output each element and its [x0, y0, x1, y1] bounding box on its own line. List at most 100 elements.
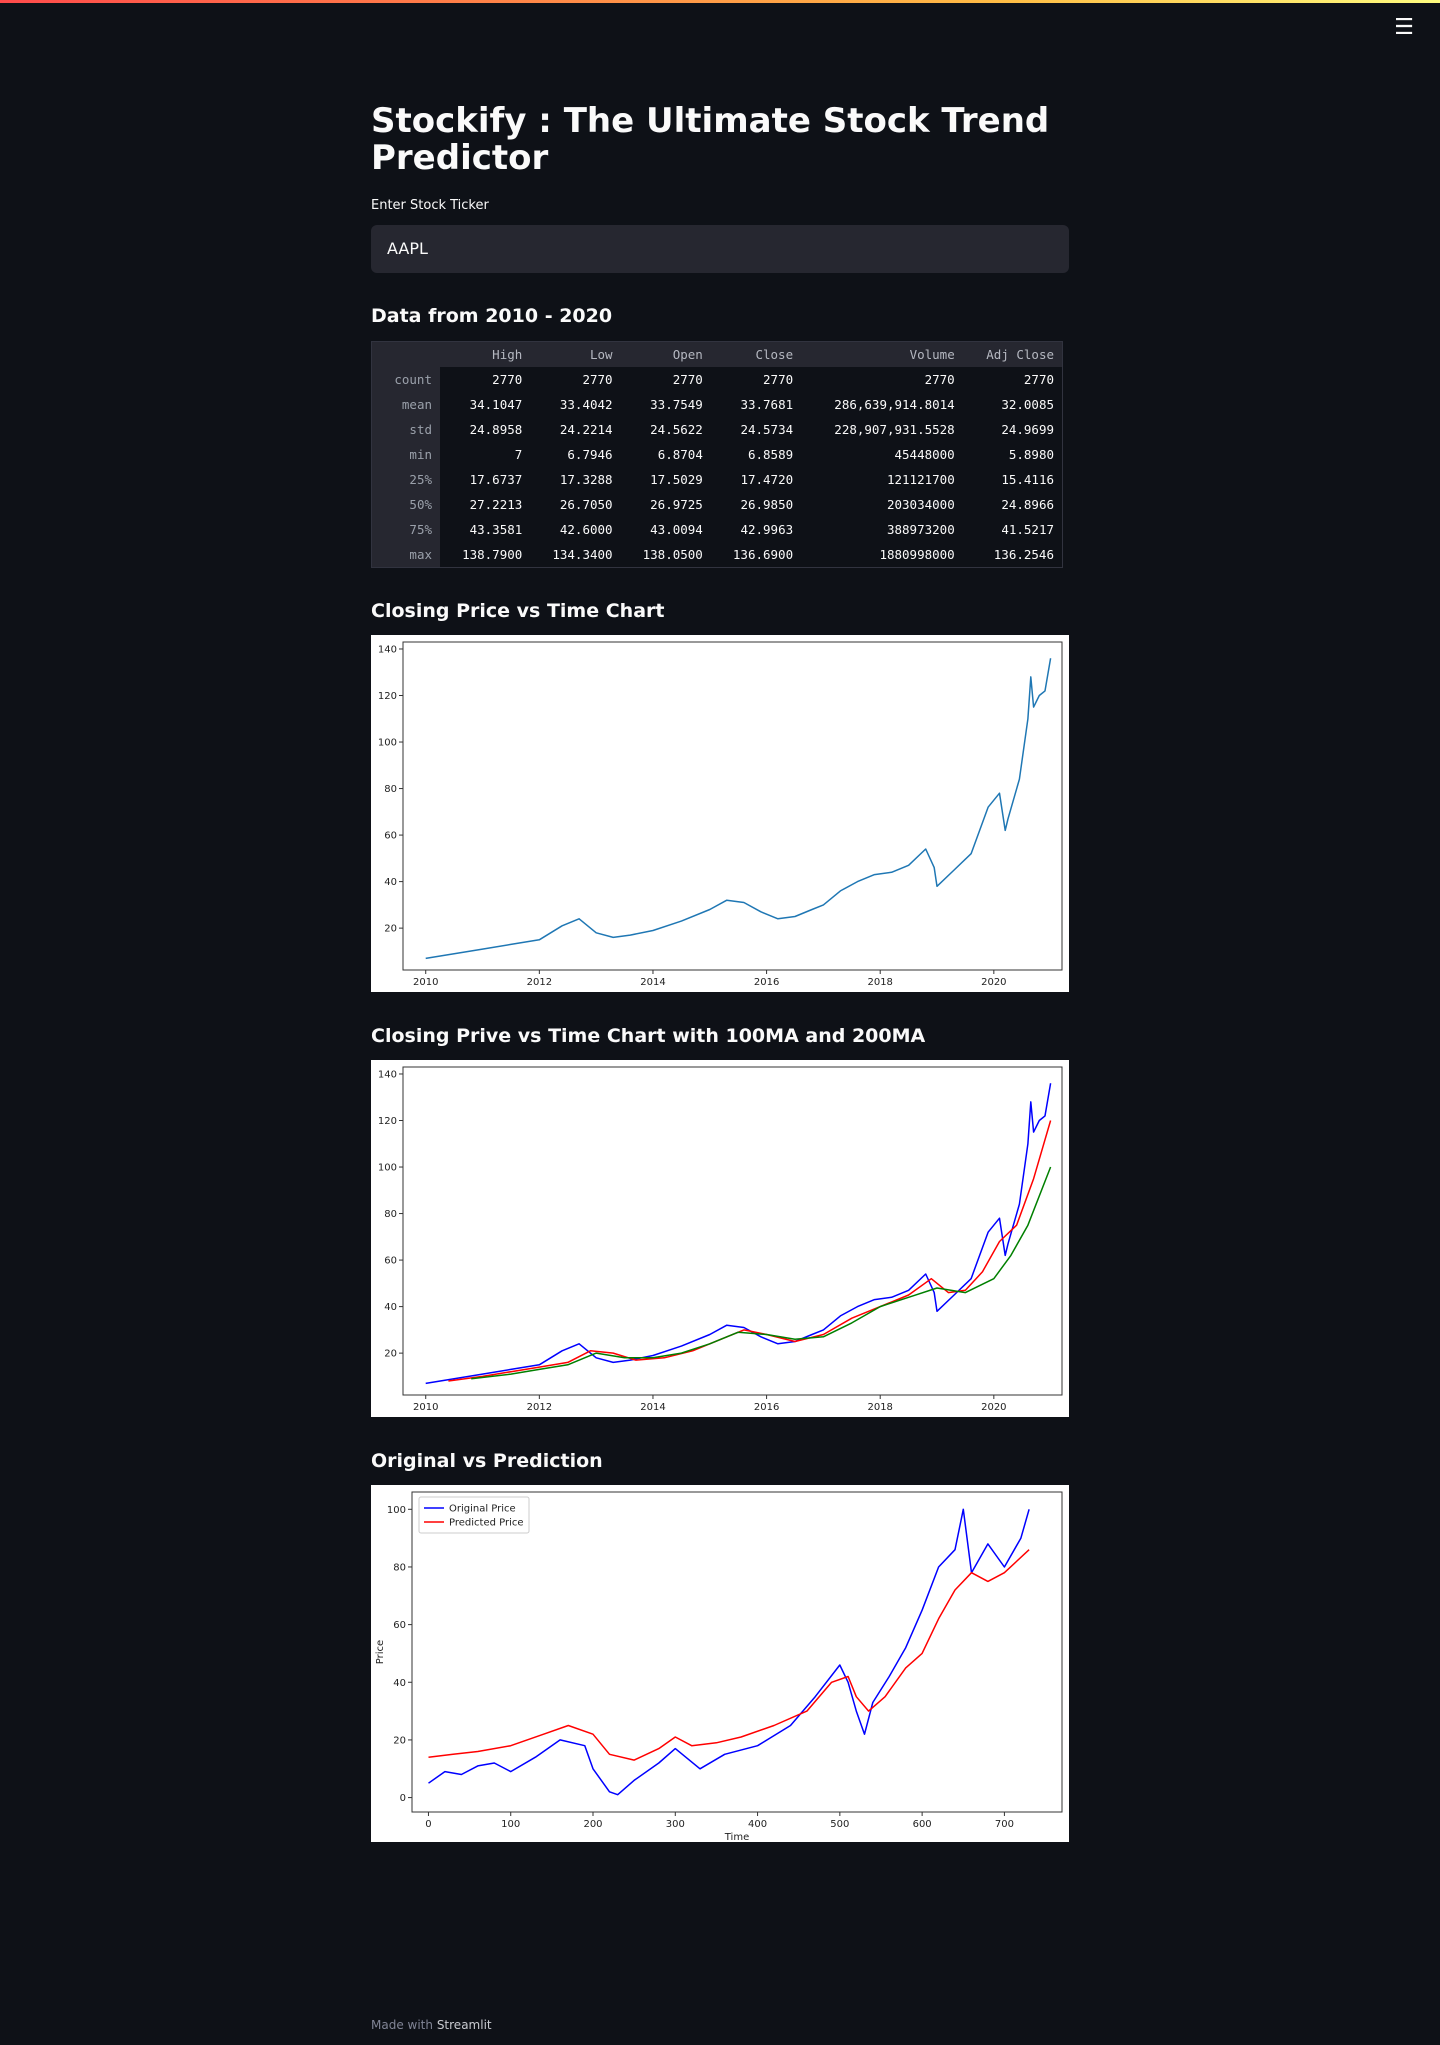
x-tick-label: 0 — [425, 1819, 431, 1830]
prediction-chart: 0 100 200 300 400 500 600 700 0 20 40 60 80 100 Time Pr… — [371, 1485, 1069, 1842]
x-tick-label: 2020 — [981, 1402, 1006, 1413]
table-cell: 286,639,914.8014 — [834, 397, 955, 412]
series-line-2 — [471, 1166, 1052, 1380]
x-axis-label: Time — [724, 1832, 749, 1842]
column-header[interactable]: Volume — [801, 341, 963, 367]
column-header[interactable]: Open — [620, 341, 711, 367]
table-cell: 17.3288 — [559, 472, 613, 487]
table-cell: 26.9725 — [650, 497, 703, 512]
table-cell: 2770 — [763, 372, 794, 387]
table-cell: 42.9963 — [740, 522, 794, 537]
x-tick-label: 2018 — [867, 977, 892, 988]
table-cell: 24.2214 — [559, 422, 613, 437]
footer-prefix: Made with — [371, 2018, 433, 2032]
plot-frame — [402, 1066, 1063, 1396]
footer: Made with Streamlit — [371, 2018, 492, 2032]
x-tick-label: 2016 — [754, 977, 779, 988]
column-header[interactable]: High — [440, 341, 531, 367]
table-cell: 228,907,931.5528 — [834, 422, 955, 437]
hamburger-menu-icon[interactable]: ☰ — [1394, 15, 1414, 40]
series-line-0 — [425, 1083, 1052, 1385]
column-header[interactable]: Close — [710, 341, 802, 367]
column-header[interactable]: Low — [530, 341, 621, 367]
x-tick-label: 100 — [501, 1819, 520, 1830]
table-cell: 42.6000 — [559, 522, 613, 537]
chart3-heading: Original vs Prediction — [371, 1450, 603, 1472]
table-cell: 134.3400 — [552, 547, 613, 562]
stats-body: count 2770 2770 2770 2770 2770 2770 mean 34.1047… — [371, 367, 1063, 568]
series-line-predicted-price — [428, 1549, 1030, 1761]
x-tick-label: 2012 — [527, 1402, 552, 1413]
table-cell: 43.3581 — [469, 522, 523, 537]
y-tick-label: 20 — [384, 924, 397, 935]
row-label: 50% — [371, 492, 440, 517]
row-label: 25% — [371, 467, 440, 492]
x-tick-label: 2010 — [413, 977, 438, 988]
table-cell: 15.4116 — [1001, 472, 1054, 487]
y-tick-label: 140 — [378, 1069, 397, 1080]
y-tick-label: 60 — [393, 1620, 406, 1631]
stats-table: High Low Open Close Volume Adj Close count 277… — [371, 341, 1063, 568]
table-row: 25% 17.6737 17.3288 17.5029 17.4720 121121700… — [371, 467, 1063, 492]
x-tick-label: 2014 — [640, 977, 665, 988]
table-cell: 33.7681 — [740, 397, 794, 412]
table-row: min 7 6.7946 6.8704 6.8589 45448000 5.8980 — [371, 442, 1063, 467]
table-row: std 24.8958 24.2214 24.5622 24.5734 228,907,9… — [371, 417, 1063, 442]
y-tick-label: 60 — [384, 1256, 397, 1267]
stats-heading: Data from 2010 - 2020 — [371, 305, 613, 327]
moving-average-chart: 2010 2012 2014 2016 2018 2020 20 40 60 80 100 120 14… — [371, 1060, 1069, 1417]
table-cell: 24.5734 — [740, 422, 794, 437]
table-cell: 33.4042 — [559, 397, 613, 412]
moving-average-chart-svg: 2010 2012 2014 2016 2018 20202040608010012014… — [378, 1066, 1063, 1413]
page-title: Stockify : The Ultimate Stock Trend Pred… — [371, 101, 1050, 178]
table-cell: 41.5217 — [1001, 522, 1054, 537]
table-cell: 24.5622 — [650, 422, 703, 437]
stats-header-row: High Low Open Close Volume Adj Close — [371, 341, 1063, 367]
column-header[interactable]: Adj Close — [962, 341, 1063, 367]
table-cell: 203034000 — [886, 497, 955, 512]
table-cell: 2770 — [492, 372, 523, 387]
chart1-heading: Closing Price vs Time Chart — [371, 600, 665, 622]
table-cell: 6.8589 — [747, 447, 794, 462]
row-label: mean — [371, 392, 440, 417]
table-row: max 138.7900 134.3400 138.0500 136.6900 18809… — [371, 542, 1063, 568]
table-cell: 24.9699 — [1001, 422, 1054, 437]
y-axis-label: Price — [375, 1640, 386, 1664]
ticker-input[interactable]: AAPL — [371, 225, 1069, 273]
table-cell: 33.7549 — [650, 397, 703, 412]
y-tick-label: 80 — [384, 1209, 397, 1220]
y-tick-label: 20 — [393, 1735, 406, 1746]
table-cell: 26.7050 — [559, 497, 613, 512]
y-tick-label: 120 — [378, 1116, 397, 1127]
plot-frame — [402, 641, 1063, 971]
y-tick-label: 120 — [378, 691, 397, 702]
streamlit-link[interactable]: Streamlit — [436, 2018, 492, 2032]
legend-box — [418, 1496, 530, 1534]
x-tick-label: 600 — [913, 1819, 932, 1830]
x-tick-label: 2018 — [867, 1402, 892, 1413]
table-cell: 27.2213 — [469, 497, 523, 512]
table-cell: 2770 — [582, 372, 613, 387]
table-cell: 17.6737 — [469, 472, 523, 487]
prediction-chart-svg: 0 100 200 300 400 500 600 700 0 20 40 60 80 100 Time Pr… — [375, 1491, 1063, 1842]
y-tick-label: 80 — [393, 1562, 406, 1573]
series-line-0 — [425, 658, 1052, 960]
legend-label: Predicted Price — [449, 1518, 524, 1529]
table-cell: 34.1047 — [469, 397, 523, 412]
legend-label: Original Price — [449, 1504, 516, 1515]
x-tick-label: 2016 — [754, 1402, 779, 1413]
y-tick-label: 100 — [378, 738, 397, 749]
series-line-original-price — [428, 1508, 1030, 1796]
x-tick-label: 2020 — [981, 977, 1006, 988]
table-cell: 2770 — [1023, 372, 1054, 387]
x-tick-label: 200 — [583, 1819, 602, 1830]
table-cell: 26.9850 — [740, 497, 794, 512]
x-tick-label: 700 — [995, 1819, 1014, 1830]
series-line-1 — [448, 1120, 1052, 1382]
x-tick-label: 400 — [748, 1819, 767, 1830]
table-cell: 2770 — [672, 372, 703, 387]
stats-corner-cell — [371, 341, 440, 367]
chart2-heading: Closing Prive vs Time Chart with 100MA a… — [371, 1025, 926, 1047]
closing-price-chart-svg: 2010 2012 2014 2016 2018 20202040608010012014… — [378, 641, 1063, 988]
x-tick-label: 2010 — [413, 1402, 438, 1413]
